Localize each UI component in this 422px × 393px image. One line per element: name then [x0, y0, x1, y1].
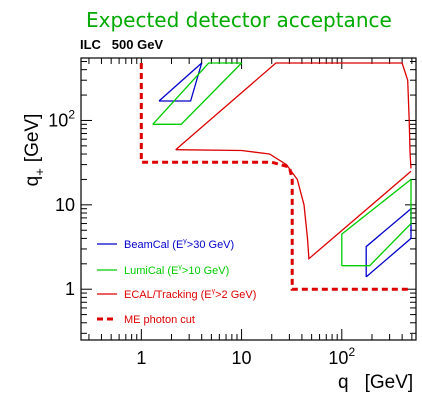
series-line-beamcal	[365, 208, 412, 277]
y-tick-label: 10	[55, 195, 75, 215]
legend-label-text: BeamCal (E	[124, 239, 183, 251]
x-axis-label-subscript: -	[349, 380, 353, 393]
legend-label-me-photon-cut: ME photon cut	[124, 314, 195, 326]
legend-label-threshold: >10 GeV)	[182, 265, 229, 277]
x-tick-label-exponent: 2	[348, 345, 355, 359]
legend-label-beamcal: BeamCal (Eγ>30 GeV)	[124, 238, 234, 251]
series-line-lumical	[341, 178, 412, 266]
legend-label-ecal-tracking: ECAL/Tracking (Eγ>2 GeV)	[124, 288, 256, 301]
y-tick-label-base: 10	[48, 110, 68, 130]
legend-label-superscript: γ	[183, 238, 187, 245]
series-line-me-photon-cut	[139, 63, 411, 291]
series-line-lumical	[152, 62, 243, 125]
legend-label-superscript: γ	[178, 264, 182, 271]
y-tick-label-exponent: 2	[68, 107, 75, 121]
y-axis-label-unit: [GeV]	[22, 114, 43, 163]
y-tick-label-base: 10	[55, 195, 75, 215]
y-tick-label: 102	[48, 107, 75, 130]
x-tick-label: 10	[232, 348, 252, 368]
series-line-beamcal	[365, 208, 412, 278]
x-axis-label: q- [GeV]	[338, 372, 413, 393]
plot-frame	[80, 57, 417, 341]
axis-ticks	[81, 58, 416, 340]
series-line-lumical	[152, 62, 242, 125]
legend-label-text: ECAL/Tracking (E	[124, 289, 212, 301]
series-line-beamcal	[158, 62, 203, 102]
y-axis-label-main: q	[22, 176, 43, 187]
x-tick-label: 102	[328, 345, 355, 368]
x-axis-label-main: q	[338, 372, 349, 393]
x-tick-label-base: 10	[328, 348, 348, 368]
legend-label-text: LumiCal (E	[124, 265, 178, 277]
series-line-lumical	[341, 179, 412, 267]
chart-subtitle: ILC 500 GeV	[80, 37, 163, 52]
legend-label-threshold: >2 GeV)	[215, 289, 256, 301]
x-tick-label-base: 1	[136, 348, 146, 368]
y-tick-label-base: 1	[65, 279, 75, 299]
legend-label-lumical: LumiCal (Eγ>10 GeV)	[124, 264, 229, 277]
series-lines	[139, 62, 412, 291]
y-axis-label-subscript: +	[32, 168, 47, 176]
x-tick-label-base: 10	[232, 348, 252, 368]
x-axis-label-unit: [GeV]	[365, 372, 414, 393]
x-tick-label: 1	[136, 348, 146, 368]
series-line-ecal-tracking	[175, 149, 412, 261]
legend-label-threshold: >30 GeV)	[187, 239, 234, 251]
series-line-ecal-tracking	[175, 62, 412, 169]
legend: BeamCal (Eγ>30 GeV)LumiCal (Eγ>10 GeV)EC…	[97, 238, 256, 326]
legend-label-superscript: γ	[212, 288, 216, 295]
y-axis-label: q+ [GeV]	[22, 114, 47, 187]
chart-title: Expected detector acceptance	[86, 8, 392, 32]
y-tick-label: 1	[65, 279, 75, 299]
svg-text:q+[GeV]: q+ [GeV]	[22, 114, 47, 187]
